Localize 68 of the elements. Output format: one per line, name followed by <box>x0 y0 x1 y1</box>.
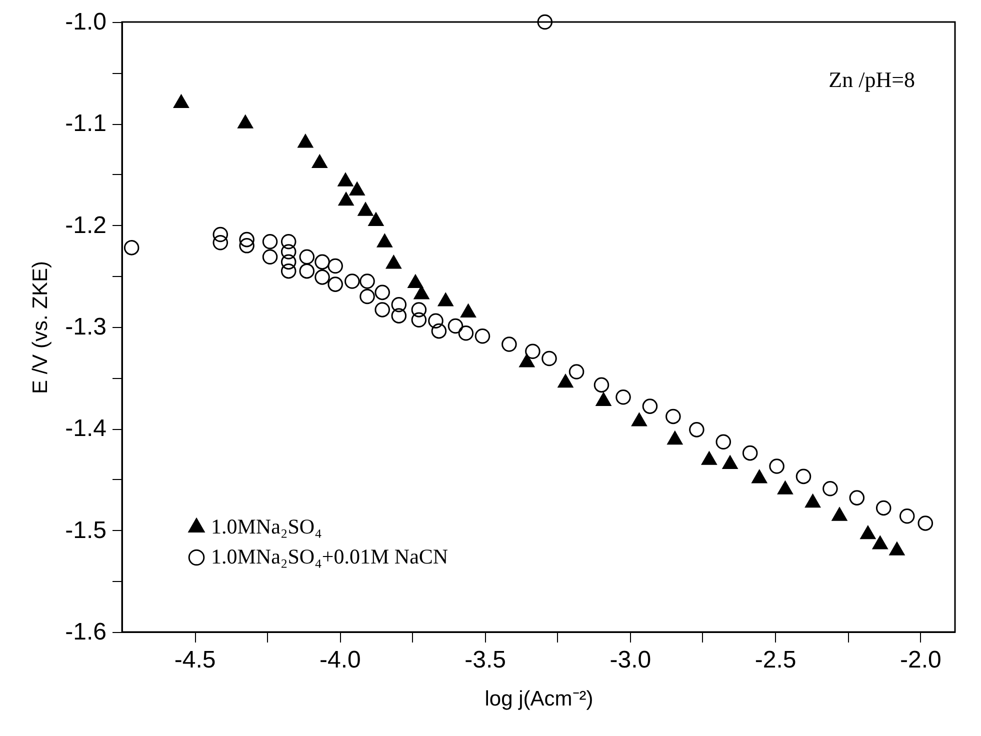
legend-label: 1.0MNa₂SO₄ <box>211 514 322 538</box>
point <box>299 249 315 264</box>
point <box>594 377 610 393</box>
point <box>391 308 407 324</box>
point <box>212 226 228 242</box>
point <box>262 249 278 264</box>
point <box>280 263 296 279</box>
x-tick-label: -4.5 <box>174 646 216 674</box>
point <box>568 364 584 380</box>
point <box>458 325 474 341</box>
point <box>280 234 296 250</box>
point <box>344 274 360 289</box>
point <box>689 422 704 438</box>
point <box>876 500 892 516</box>
point <box>328 276 343 292</box>
point <box>849 490 865 506</box>
point <box>542 350 557 366</box>
point <box>262 234 278 250</box>
y-tick-label: -1.0 <box>65 8 106 36</box>
point <box>716 434 732 450</box>
point <box>502 336 517 352</box>
point <box>918 516 934 531</box>
point <box>314 254 330 270</box>
y-tick-label: -1.1 <box>65 110 106 138</box>
point <box>239 238 254 254</box>
y-axis-title: E /V (vs. ZKE) <box>29 260 52 394</box>
annotation: Zn /pH=8 <box>828 67 915 92</box>
y-tick-label: -1.3 <box>65 314 106 340</box>
point <box>212 234 228 250</box>
point <box>474 328 490 344</box>
point <box>328 258 343 274</box>
y-tick-label: -1.6 <box>65 618 106 646</box>
x-tick-label: -2.5 <box>754 646 796 674</box>
point <box>360 288 375 304</box>
point <box>374 302 390 318</box>
point <box>360 274 375 289</box>
point <box>525 344 540 360</box>
x-tick-label: -3.0 <box>610 646 652 674</box>
point <box>391 297 407 312</box>
point <box>796 468 812 484</box>
point <box>537 14 553 30</box>
point <box>642 398 658 414</box>
point <box>239 232 254 248</box>
point <box>448 318 464 334</box>
y-tick-label: -1.5 <box>65 516 106 544</box>
point <box>666 408 681 424</box>
point <box>899 508 915 524</box>
point <box>299 263 315 279</box>
point <box>742 445 758 461</box>
x-tick-label: -3.5 <box>464 646 506 674</box>
y-tick-label: -1.2 <box>65 212 106 239</box>
legend-label: 1.0MNa₂SO₄+0.01M NaCN <box>211 544 448 568</box>
point <box>411 302 427 318</box>
point <box>314 270 330 285</box>
point <box>280 254 296 270</box>
point <box>431 323 447 339</box>
point <box>374 284 390 300</box>
point <box>124 240 140 256</box>
x-tick-label: -4.0 <box>320 646 361 674</box>
point <box>769 458 784 474</box>
x-axis-title: log j(Acm⁻²) <box>484 688 594 710</box>
point <box>822 481 838 496</box>
x-tick-label: -2.0 <box>900 646 942 674</box>
point <box>280 244 296 260</box>
y-tick-label: -1.4 <box>65 415 106 442</box>
point <box>616 390 631 405</box>
point <box>411 312 427 328</box>
point <box>428 313 444 329</box>
